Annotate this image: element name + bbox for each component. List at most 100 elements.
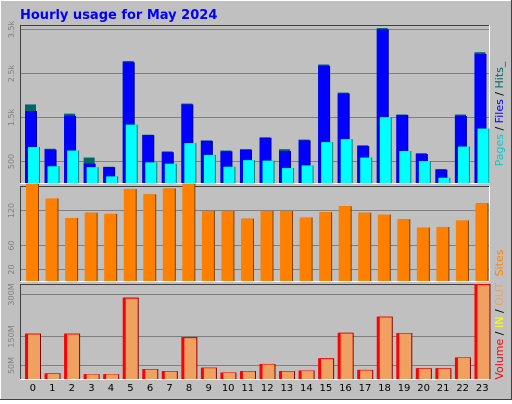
files-bar: [103, 167, 115, 183]
out-bar: [321, 359, 334, 379]
pages-bar: [223, 166, 235, 183]
files-bar: [142, 135, 154, 183]
sites-bar: [299, 217, 312, 281]
sites-bar: [240, 218, 253, 281]
pages-bar: [301, 165, 313, 183]
hour-label: 7: [166, 383, 172, 394]
out-bar: [399, 333, 412, 379]
sites-bar: [182, 183, 195, 281]
files-bar: [122, 62, 134, 183]
hour-label: 22: [456, 383, 469, 394]
sites-bar: [475, 203, 488, 281]
pages-bar: [86, 167, 98, 183]
sites-bar: [455, 220, 468, 281]
hour-label: 2: [69, 383, 75, 394]
files-bar: [435, 169, 447, 183]
sites-bar: [45, 198, 58, 281]
pages-bar: [203, 154, 215, 183]
chart-panel-volume: 50M 150M 300M: [7, 283, 491, 380]
chart-legends: Pages / Files / Hits_ Sites Volume / IN / …: [493, 61, 506, 380]
y-tick-label: 2.5k: [7, 64, 16, 82]
sites-bar: [338, 206, 351, 281]
hour-label: 12: [261, 383, 274, 394]
pages-bar: [28, 147, 39, 183]
y-tick-label: 120: [7, 203, 16, 218]
pages-bar: [145, 162, 157, 183]
sites-bar: [84, 212, 97, 281]
sites-bar: [397, 219, 410, 281]
pages-bar: [164, 163, 176, 183]
hour-label: 20: [417, 383, 430, 394]
pages-bar: [438, 177, 450, 183]
out-bar: [360, 370, 373, 379]
hour-label: 19: [398, 383, 411, 394]
out-bar: [28, 334, 40, 379]
sites-bar: [26, 183, 38, 281]
pages-bar: [282, 168, 294, 183]
out-bar: [379, 317, 392, 379]
pages-bar: [184, 143, 196, 183]
legend-bottom-item: /: [493, 328, 506, 339]
legend-bottom-item: /: [493, 306, 506, 317]
y-tick-label: 3.5k: [7, 20, 16, 38]
files-bar: [318, 65, 330, 183]
out-bar: [477, 285, 490, 379]
hour-label: 16: [339, 383, 352, 394]
sites-bar: [416, 227, 429, 281]
hour-label: 18: [378, 383, 391, 394]
files-bar: [298, 140, 310, 183]
legend-top-item: Files: [493, 99, 506, 123]
hour-label: 10: [222, 383, 235, 394]
out-bar: [47, 373, 60, 379]
hour-label: 21: [437, 383, 450, 394]
pages-bar: [67, 150, 79, 183]
legend-top-item: /: [493, 123, 506, 134]
legend-bottom-item: OUT: [493, 282, 506, 306]
y-tick-label: 60: [7, 240, 16, 250]
out-bar: [301, 371, 314, 379]
chart-title: Hourly usage for May 2024: [20, 8, 217, 23]
legend-middle-item: Sites: [493, 249, 506, 276]
legend-top-item: Hits_: [493, 61, 506, 88]
files-bar: [279, 150, 291, 183]
out-bar: [203, 368, 216, 379]
out-bar: [86, 374, 99, 379]
files-bar: [64, 115, 76, 183]
hour-label: 3: [88, 383, 94, 394]
out-bar: [106, 374, 119, 379]
pages-bar: [418, 161, 430, 183]
pages-bar: [321, 142, 333, 183]
legend-bottom-item: Volume: [493, 338, 506, 379]
files-bar: [337, 93, 349, 183]
sites-bar: [104, 213, 117, 281]
out-bar: [67, 334, 80, 379]
plot-area: [20, 284, 489, 379]
pages-bar: [47, 166, 59, 183]
sites-bar: [436, 226, 449, 281]
hour-label: 8: [186, 383, 192, 394]
pages-bar: [477, 128, 489, 183]
files-bar: [474, 53, 486, 183]
legend-bottom-item: IN: [493, 317, 506, 328]
legend-middle: Sites: [493, 249, 506, 276]
hour-label: 1: [49, 383, 55, 394]
plot-area: [20, 186, 489, 281]
sites-bar: [201, 210, 214, 281]
hour-label: 5: [127, 383, 133, 394]
hour-label: 4: [108, 383, 114, 394]
hour-label: 23: [476, 383, 489, 394]
sites-bar: [280, 210, 293, 281]
out-bar: [164, 371, 177, 379]
y-tick-label: 300M: [7, 283, 16, 305]
files-bar: [376, 29, 388, 184]
out-bar: [223, 373, 236, 379]
out-bar: [184, 338, 197, 379]
files-bar: [259, 137, 271, 183]
files-bar: [396, 114, 408, 183]
sites-bar: [65, 218, 78, 281]
chart-panel-hits-files-pages: 500 1.5k 2.5k 3.5k: [7, 20, 490, 184]
out-bar: [145, 369, 158, 379]
pages-bar: [379, 117, 391, 183]
pages-bar: [340, 139, 352, 183]
